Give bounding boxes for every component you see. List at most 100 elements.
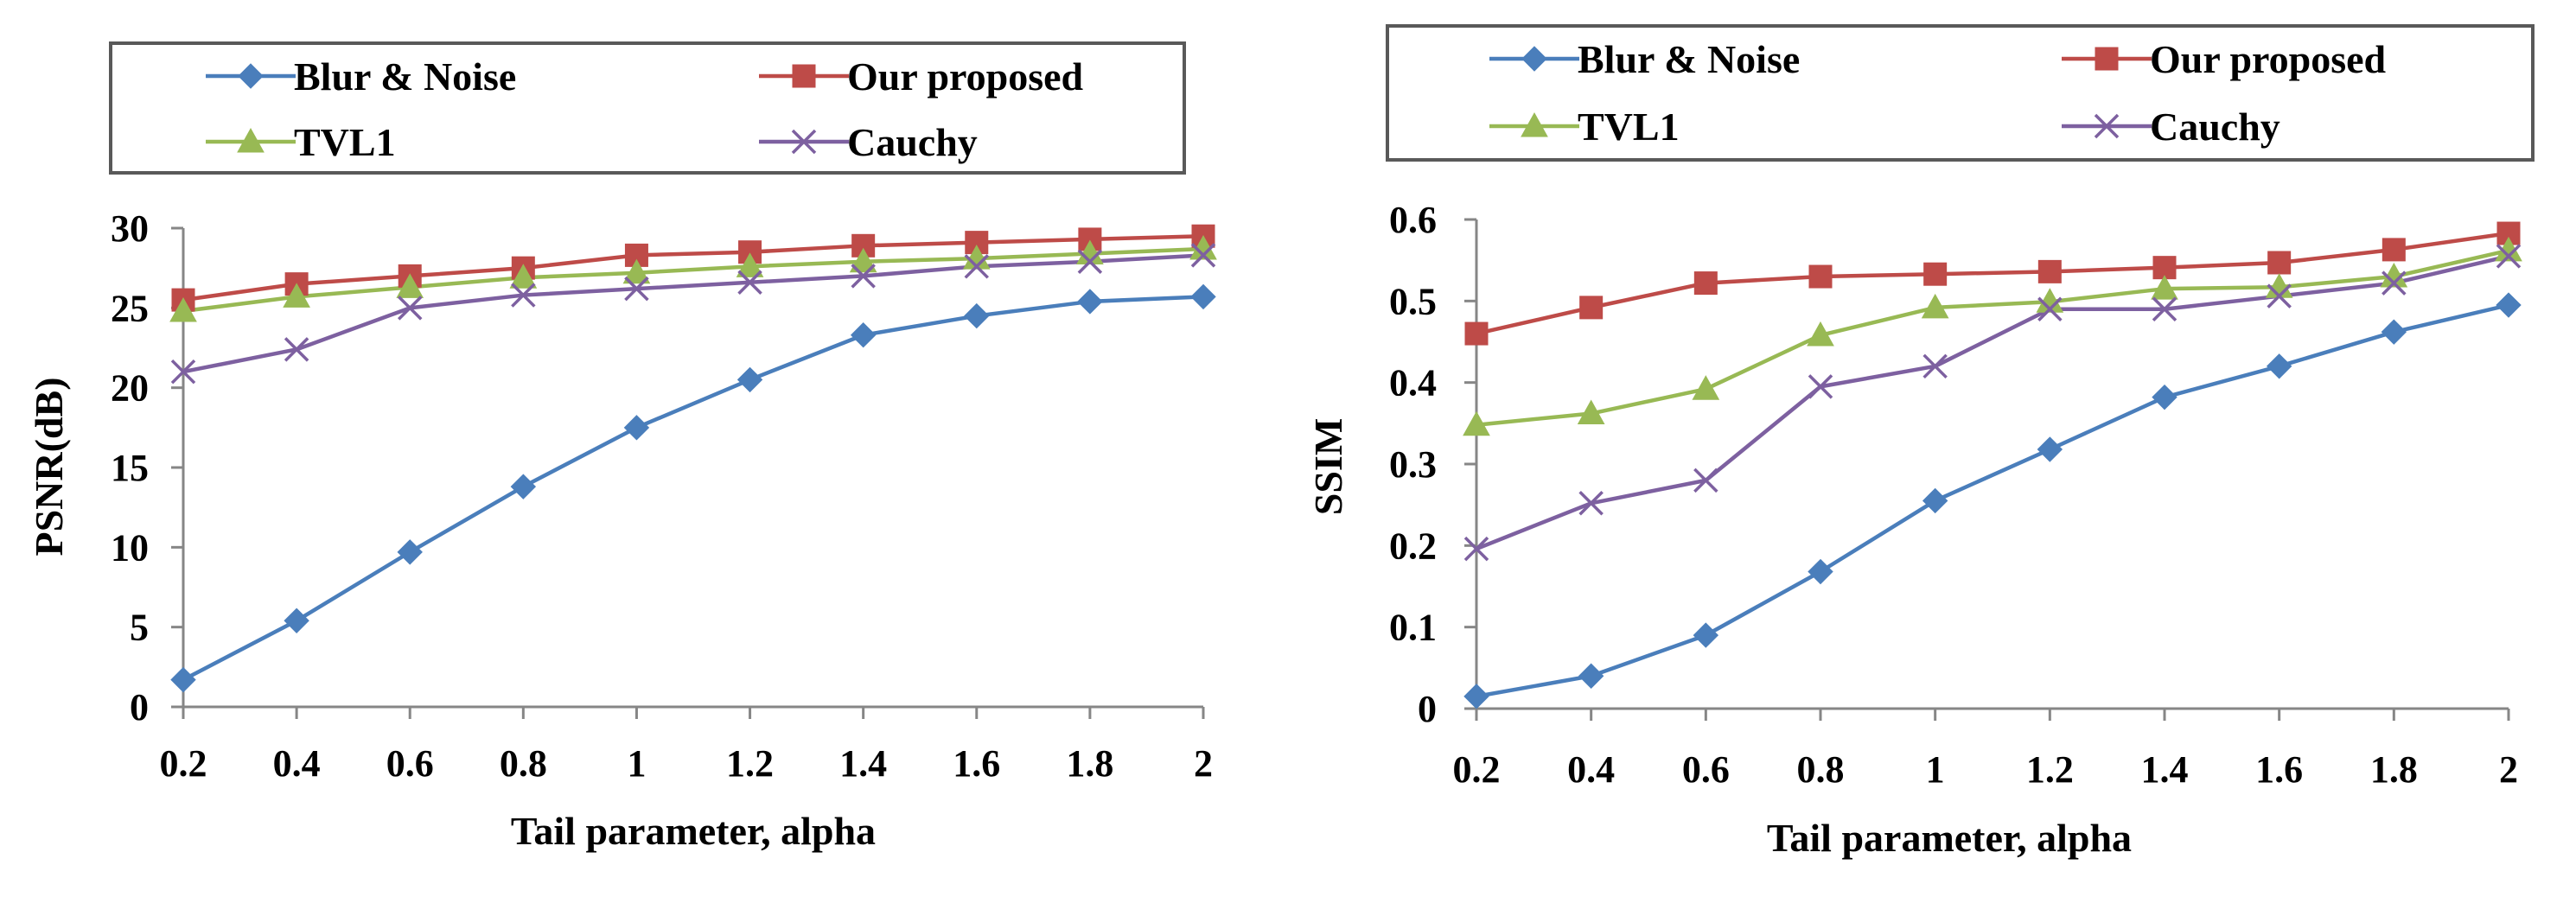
ssim-x-tick-label: 1.2 <box>2026 748 2074 791</box>
ssim-y-tick-label: 0.4 <box>1389 362 1437 404</box>
psnr-x-tick-label: 1.6 <box>953 742 1000 785</box>
ssim-point-cauchy <box>2496 244 2522 269</box>
psnr-x-tick-label: 2 <box>1194 742 1213 785</box>
psnr-point-blur-noise <box>964 302 990 329</box>
ssim-point-blur-noise <box>2496 292 2522 318</box>
ssim-point-blur-noise <box>2152 384 2177 410</box>
ssim-x-tick-label: 1.6 <box>2255 748 2303 791</box>
psnr-y-tick-label: 5 <box>130 607 149 649</box>
ssim-series-line-our-proposed <box>1476 231 2509 336</box>
ssim-series-line-tvl1 <box>1476 248 2509 427</box>
ssim-x-tick-label: 1 <box>1926 748 1945 791</box>
ssim-y-tick-label: 0.3 <box>1389 443 1437 486</box>
psnr-x-tick-label: 0.2 <box>160 742 207 785</box>
ssim-point-our-proposed <box>1464 321 1489 346</box>
ssim-x-tick-label: 0.4 <box>1567 748 1615 791</box>
psnr-plot-area: 0 5 10 15 20 25 30 0.2 0.4 0.6 0.8 1 1.2 1.4 1.6 1.8 2 <box>111 207 1217 785</box>
ssim-point-our-proposed <box>2267 251 2292 275</box>
psnr-point-cauchy <box>511 283 536 308</box>
ssim-point-tvl1 <box>1807 321 1834 347</box>
psnr-chart: Blur & Noise Our proposed TVL1 Cauchy 0 5… <box>27 41 1217 853</box>
psnr-point-cauchy <box>964 254 990 279</box>
psnr-legend-label-our-proposed: Our proposed <box>847 54 1084 99</box>
ssim-point-cauchy <box>2382 270 2407 296</box>
psnr-point-blur-noise <box>170 666 196 693</box>
psnr-legend-sample-our-proposed <box>759 64 849 88</box>
ssim-point-cauchy <box>1808 374 1833 399</box>
ssim-x-tick-label: 0.6 <box>1682 748 1730 791</box>
ssim-point-our-proposed <box>2382 238 2406 262</box>
ssim-legend-entry-tvl1: TVL1 <box>1489 105 1680 149</box>
ssim-point-tvl1 <box>2151 275 2178 300</box>
psnr-series-line-our-proposed <box>182 233 1204 302</box>
psnr-x-tick-label: 0.4 <box>273 742 321 785</box>
psnr-y-tick-label: 20 <box>111 367 149 410</box>
psnr-legend-marker-cauchy <box>791 129 817 155</box>
psnr-point-blur-noise <box>736 366 763 393</box>
psnr-x-tick-label: 0.8 <box>500 742 547 785</box>
ssim-x-tick-label: 0.2 <box>1453 748 1501 791</box>
ssim-point-blur-noise <box>2381 319 2407 345</box>
psnr-y-tick-label: 10 <box>111 526 149 569</box>
psnr-legend-entry-our-proposed: Our proposed <box>759 54 1084 99</box>
psnr-legend-entry-cauchy: Cauchy <box>759 120 978 164</box>
psnr-legend-marker-blur-noise <box>238 63 264 89</box>
ssim-series-line-cauchy <box>1476 254 2509 551</box>
ssim-point-cauchy <box>2267 283 2292 309</box>
ssim-y-tick-label: 0.1 <box>1389 607 1437 649</box>
ssim-y-tick-label: 0.5 <box>1389 280 1437 322</box>
ssim-legend-label-cauchy: Cauchy <box>2150 105 2280 149</box>
psnr-legend-entry-blur-noise: Blur & Noise <box>206 54 516 99</box>
psnr-point-cauchy <box>170 359 196 385</box>
ssim-point-blur-noise <box>2266 353 2292 379</box>
ssim-y-axis-label: SSIM <box>1306 418 1350 515</box>
ssim-y-tick-label: 0.6 <box>1389 199 1437 241</box>
ssim-series-line-blur-noise <box>1476 302 2509 699</box>
ssim-point-blur-noise <box>1693 622 1719 648</box>
ssim-legend-marker-blur-noise <box>1521 46 1547 72</box>
ssim-legend-entry-cauchy: Cauchy <box>2062 105 2280 149</box>
psnr-legend-entry-tvl1: TVL1 <box>206 120 396 164</box>
ssim-point-our-proposed <box>1579 296 1604 320</box>
psnr-point-blur-noise <box>850 322 877 348</box>
ssim-point-cauchy <box>1578 491 1604 516</box>
psnr-point-cauchy <box>284 337 309 362</box>
ssim-y-tick-label: 0 <box>1418 688 1437 730</box>
ssim-point-tvl1 <box>1921 293 1949 319</box>
psnr-point-blur-noise <box>1190 283 1216 310</box>
psnr-y-tick-label: 15 <box>111 447 149 489</box>
ssim-legend-sample-cauchy <box>2062 113 2152 139</box>
psnr-point-blur-noise <box>623 415 650 441</box>
ssim-point-cauchy <box>1463 536 1489 562</box>
ssim-legend-label-tvl1: TVL1 <box>1578 105 1680 149</box>
psnr-legend-sample-cauchy <box>759 129 849 155</box>
psnr-point-tvl1 <box>509 264 538 289</box>
psnr-point-blur-noise <box>1077 289 1103 315</box>
ssim-x-tick-label: 1.4 <box>2141 748 2189 791</box>
ssim-x-tick-label: 0.8 <box>1797 748 1845 791</box>
ssim-legend-label-our-proposed: Our proposed <box>2150 37 2387 81</box>
ssim-point-tvl1 <box>2036 288 2064 313</box>
ssim-legend-marker-cauchy <box>2094 113 2120 139</box>
ssim-point-blur-noise <box>1922 487 1948 514</box>
psnr-legend-sample-tvl1 <box>206 127 296 153</box>
psnr-point-tvl1 <box>169 296 197 322</box>
psnr-point-tvl1 <box>396 273 424 298</box>
psnr-point-tvl1 <box>962 245 991 270</box>
ssim-legend-entry-our-proposed: Our proposed <box>2062 37 2387 81</box>
psnr-point-our-proposed <box>738 240 762 264</box>
ssim-legend-marker-our-proposed <box>2095 47 2119 71</box>
ssim-legend-marker-tvl1 <box>1521 111 1548 137</box>
ssim-x-tick-label: 1.8 <box>2370 748 2418 791</box>
ssim-legend-sample-our-proposed <box>2062 47 2152 71</box>
psnr-point-cauchy <box>851 264 876 289</box>
psnr-series-line-cauchy <box>182 253 1204 374</box>
ssim-point-tvl1 <box>1463 410 1490 436</box>
ssim-point-blur-noise <box>1808 558 1833 585</box>
ssim-x-tick-label: 2 <box>2499 748 2518 791</box>
psnr-point-blur-noise <box>397 539 423 565</box>
ssim-x-axis-label: Tail parameter, alpha <box>1767 816 2132 860</box>
psnr-point-blur-noise <box>510 474 537 499</box>
psnr-x-tick-label: 1 <box>627 742 646 785</box>
